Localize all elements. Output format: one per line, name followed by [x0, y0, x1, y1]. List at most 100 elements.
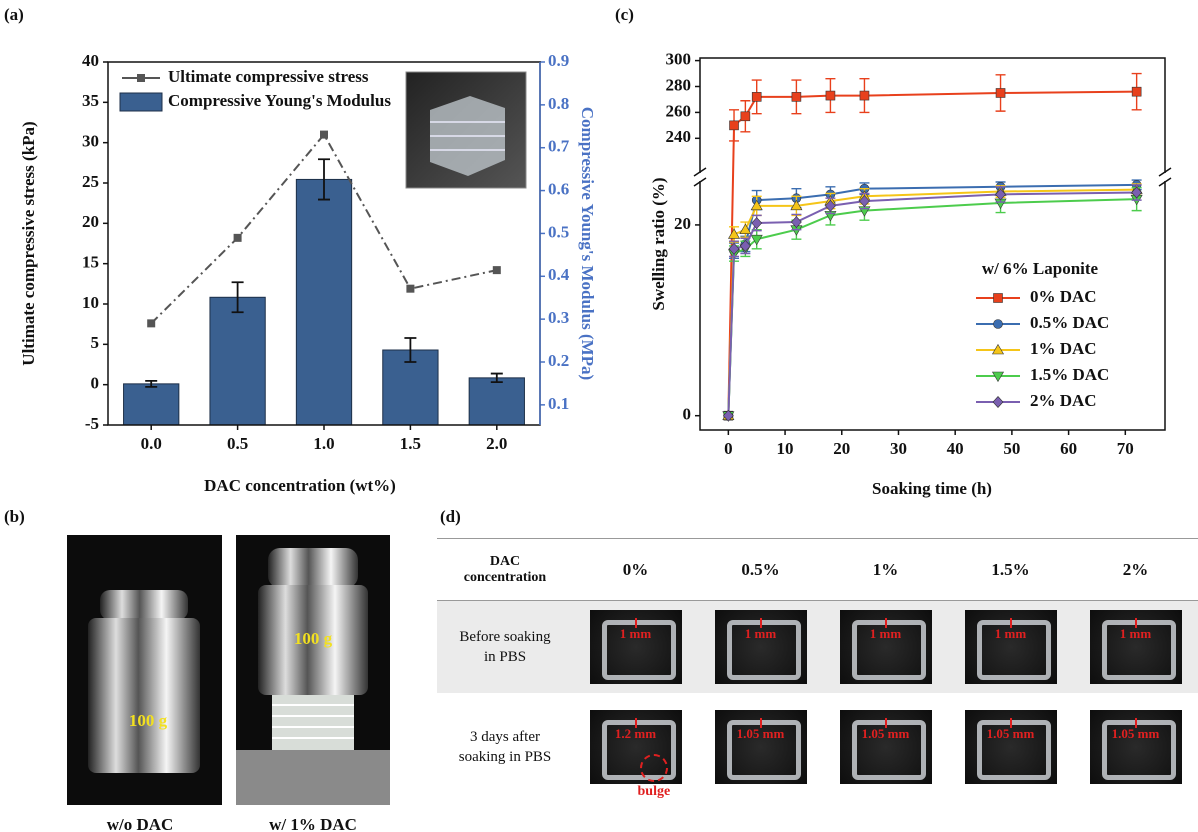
scaffold: [726, 720, 801, 780]
line-marker: [751, 217, 763, 229]
legend-label: Compressive Young's Modulus: [168, 91, 391, 110]
inset-photo: [405, 71, 527, 189]
line-marker: [790, 216, 802, 229]
photo-caption: w/ 1% DAC: [269, 815, 357, 832]
legend-marker: [992, 396, 1004, 408]
column-header: 0.5%: [698, 539, 823, 601]
scale-tick: [634, 618, 637, 628]
line-marker: [751, 92, 762, 102]
column-header: 1.5%: [948, 539, 1073, 601]
photo-cell: 1.2 mm bulge: [573, 693, 698, 801]
photo-cell: 1.05 mm: [823, 693, 948, 801]
row-label: 3 days after soaking in PBS: [458, 729, 552, 765]
line-marker: [995, 88, 1006, 98]
line-marker: [722, 409, 734, 422]
scale-tick: [1009, 718, 1012, 728]
error-bar: [318, 158, 330, 201]
panel-label: (a): [4, 5, 24, 24]
sample-photo: 1 mm: [839, 610, 932, 684]
y2-tick-label: 0.9: [548, 51, 569, 70]
thickness-label: 1.05 mm: [736, 726, 785, 741]
line: [150, 132, 498, 325]
legend-title: w/ 6% Laponite: [982, 259, 1099, 278]
line-marker: [728, 228, 741, 239]
thickness-label: 1 mm: [744, 626, 777, 641]
sample-photo: 1.05 mm: [839, 710, 932, 784]
table: DAC concentration 0% 0.5% 1% 1.5% 2% Before so…: [437, 538, 1198, 801]
y-tick-label: 25: [82, 172, 99, 191]
y2-axis-label: Compressive Young's Modulus (MPa): [578, 107, 597, 380]
error-bar: [490, 372, 503, 384]
x-tick-label: 70: [1117, 439, 1134, 458]
thickness-label: 1 mm: [869, 626, 902, 641]
sample-photo: 1.05 mm: [964, 710, 1057, 784]
y2-tick-label: 0.5: [548, 222, 569, 241]
y2-tick-label: 0.3: [548, 308, 569, 327]
y-tick-label: 10: [82, 293, 99, 312]
x-tick-label: 0.0: [141, 434, 162, 453]
line-marker: [739, 223, 752, 234]
panel-label: (c): [615, 5, 634, 24]
y2-tick-label: 0.4: [548, 265, 570, 284]
scale-tick: [634, 718, 637, 728]
line-marker: [740, 111, 751, 122]
photo-weight-left: [67, 535, 222, 805]
line-marker: [790, 199, 803, 211]
y-tick-label: 0: [683, 405, 692, 424]
y-tick-label: 35: [82, 91, 99, 110]
line-marker: [995, 188, 1006, 201]
scaffold: [726, 620, 801, 680]
line-marker: [1131, 86, 1142, 97]
bar: [123, 383, 180, 426]
scaffold: [601, 720, 676, 780]
plot-frame: [699, 57, 1166, 431]
x-tick-label: 10: [777, 439, 794, 458]
scale-tick: [884, 618, 887, 628]
y-tick-label: 40: [82, 51, 99, 70]
photo-cell: 1.05 mm: [1073, 693, 1198, 801]
photo-cell: 1.05 mm: [948, 693, 1073, 801]
panel-label: (b): [4, 507, 25, 526]
x-axis-label: DAC concentration (wt%): [204, 476, 396, 495]
photo-cell: 1 mm: [698, 601, 823, 693]
y-tick-label: 300: [666, 49, 692, 68]
x-tick-label: 2.0: [486, 434, 507, 453]
legend-label: 0.5% DAC: [1030, 313, 1109, 332]
scale-tick: [759, 718, 762, 728]
x-axis-label: Soaking time (h): [872, 479, 992, 498]
line-marker: [859, 90, 870, 101]
line-marker: [859, 195, 870, 208]
y-tick-label: 20: [674, 214, 691, 233]
thickness-label: 1 mm: [994, 626, 1027, 641]
sample-photo: 1 mm: [1089, 610, 1182, 684]
sample-photo: 1 mm: [964, 610, 1057, 684]
legend-marker: [137, 74, 145, 82]
legend-label: 0% DAC: [1030, 287, 1097, 306]
weight-label: 100 g: [294, 629, 333, 648]
thickness-label: 1 mm: [619, 626, 652, 641]
scaffold: [1101, 620, 1176, 680]
scale-tick: [1009, 618, 1012, 628]
legend-marker: [991, 343, 1005, 355]
photo-cell: 1.05 mm: [698, 693, 823, 801]
thickness-label: 1.05 mm: [1111, 726, 1160, 741]
error-bar: [404, 337, 417, 363]
sample-photo: 1 mm: [714, 610, 807, 684]
line-marker: [233, 233, 242, 242]
x-tick-label: 50: [1003, 439, 1020, 458]
column-header: 1%: [823, 539, 948, 601]
scale-tick: [884, 718, 887, 728]
axis-break: [1158, 167, 1172, 187]
y2-tick-label: 0.6: [548, 179, 569, 198]
scale-tick: [1134, 718, 1137, 728]
y2-tick-label: 0.2: [548, 351, 569, 370]
x-tick-label: 60: [1060, 439, 1077, 458]
x-tick-label: 1.0: [313, 434, 334, 453]
photo-cell: 1 mm: [1073, 601, 1198, 693]
thickness-label: 1.05 mm: [986, 726, 1035, 741]
legend-label: 1.5% DAC: [1030, 365, 1109, 384]
x-tick-label: 40: [947, 439, 964, 458]
photo-weight-right: [236, 535, 390, 805]
y-axis-label: Swelling ratio (%): [649, 177, 668, 310]
